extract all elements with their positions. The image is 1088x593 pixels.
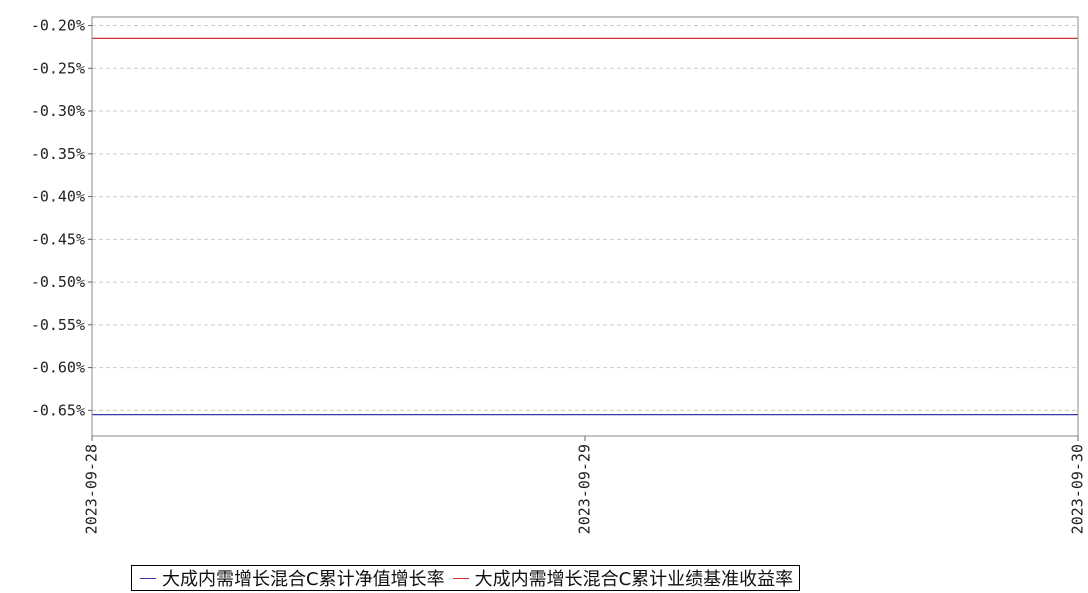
series-lines bbox=[92, 37, 1078, 416]
y-tick-label: -0.25% bbox=[31, 59, 85, 77]
legend-entry-benchmark: 大成内需增长混合C累计业绩基准收益率 bbox=[452, 565, 794, 591]
x-axis: 2023-09-28 2023-09-29 2023-09-30 bbox=[83, 436, 1087, 534]
y-tick-label: -0.55% bbox=[31, 316, 85, 334]
legend-swatch-nav bbox=[140, 577, 156, 579]
y-tick-label: -0.50% bbox=[31, 273, 85, 291]
y-tick-label: -0.30% bbox=[31, 102, 85, 120]
legend-label-benchmark: 大成内需增长混合C累计业绩基准收益率 bbox=[474, 569, 794, 590]
legend-label-nav: 大成内需增长混合C累计净值增长率 bbox=[162, 569, 445, 590]
grid-lines bbox=[92, 25, 1078, 411]
legend: 大成内需增长混合C累计净值增长率 大成内需增长混合C累计业绩基准收益率 bbox=[131, 565, 801, 591]
y-tick-label: -0.60% bbox=[31, 359, 85, 377]
y-tick-label: -0.35% bbox=[31, 145, 85, 163]
y-tick-label: -0.40% bbox=[31, 188, 85, 206]
y-tick-label: -0.20% bbox=[31, 17, 85, 35]
legend-swatch-benchmark bbox=[452, 577, 469, 579]
plot-area-frame bbox=[91, 16, 1079, 437]
x-tick-label: 2023-09-29 bbox=[576, 444, 594, 534]
legend-entry-nav: 大成内需增长混合C累计净值增长率 bbox=[140, 565, 445, 591]
x-tick-label: 2023-09-28 bbox=[83, 444, 101, 534]
y-tick-label: -0.45% bbox=[31, 230, 85, 248]
y-tick-label: -0.65% bbox=[31, 401, 85, 419]
x-tick-label: 2023-09-30 bbox=[1069, 444, 1087, 534]
y-axis: -0.20% -0.25% -0.30% -0.35% -0.40% -0.45% -0.5… bbox=[31, 17, 92, 419]
